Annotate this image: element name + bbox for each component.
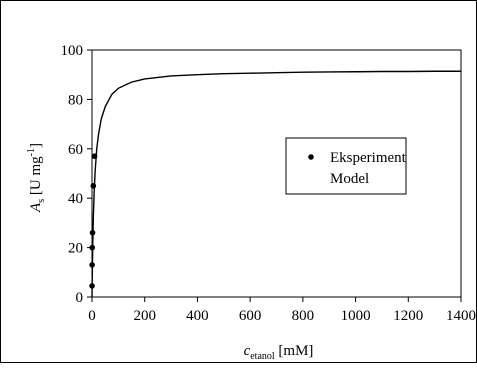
- series-layer: [89, 70, 461, 298]
- y-axis-label-superscript: -1: [26, 148, 37, 156]
- data-point: [90, 183, 97, 189]
- y-tick-label: 80: [68, 92, 83, 108]
- x-tick-label: 600: [239, 308, 262, 324]
- x-axis-label-symbol: c: [244, 343, 251, 359]
- legend-label-eksperiment: Eksperiment: [330, 150, 407, 166]
- axes: 0 200 400 600 800 1000 1200 1400 0 20 40 60 80 100: [61, 43, 477, 324]
- x-tick-label: 1400: [446, 308, 476, 324]
- y-tick-label: 40: [68, 191, 83, 207]
- x-axis-label-unit: [mM]: [275, 343, 314, 359]
- y-tick-label: 60: [68, 142, 83, 158]
- legend: Eksperiment Model: [285, 137, 407, 195]
- x-tick-label: 800: [292, 308, 315, 324]
- x-tick-label: 1200: [393, 308, 423, 324]
- x-tick-label: 400: [186, 308, 209, 324]
- y-axis-label-symbol: A: [28, 202, 44, 213]
- legend-box: [285, 137, 407, 195]
- y-tick-label: 100: [61, 43, 84, 59]
- x-tick-label: 0: [88, 308, 96, 324]
- y-tick-label: 0: [76, 290, 84, 306]
- y-axis-label-subscript: s: [36, 199, 47, 203]
- axis-labels: cetanol [mM] As [U mg-1]: [26, 143, 313, 362]
- model-line: [91, 70, 461, 298]
- y-tick-label: 20: [68, 241, 83, 257]
- y-axis-label-unit: [U mg: [28, 156, 44, 199]
- x-tick-label: 200: [133, 308, 156, 324]
- legend-label-model: Model: [330, 171, 369, 187]
- legend-marker-eksperiment: [308, 154, 314, 160]
- y-axis-label-bracket: ]: [28, 143, 44, 148]
- x-axis-label-subscript: etanol: [250, 351, 275, 362]
- x-tick-label: 1000: [341, 308, 371, 324]
- y-axis-label: As [U mg-1]: [26, 143, 47, 213]
- x-axis-label: cetanol [mM]: [244, 343, 314, 362]
